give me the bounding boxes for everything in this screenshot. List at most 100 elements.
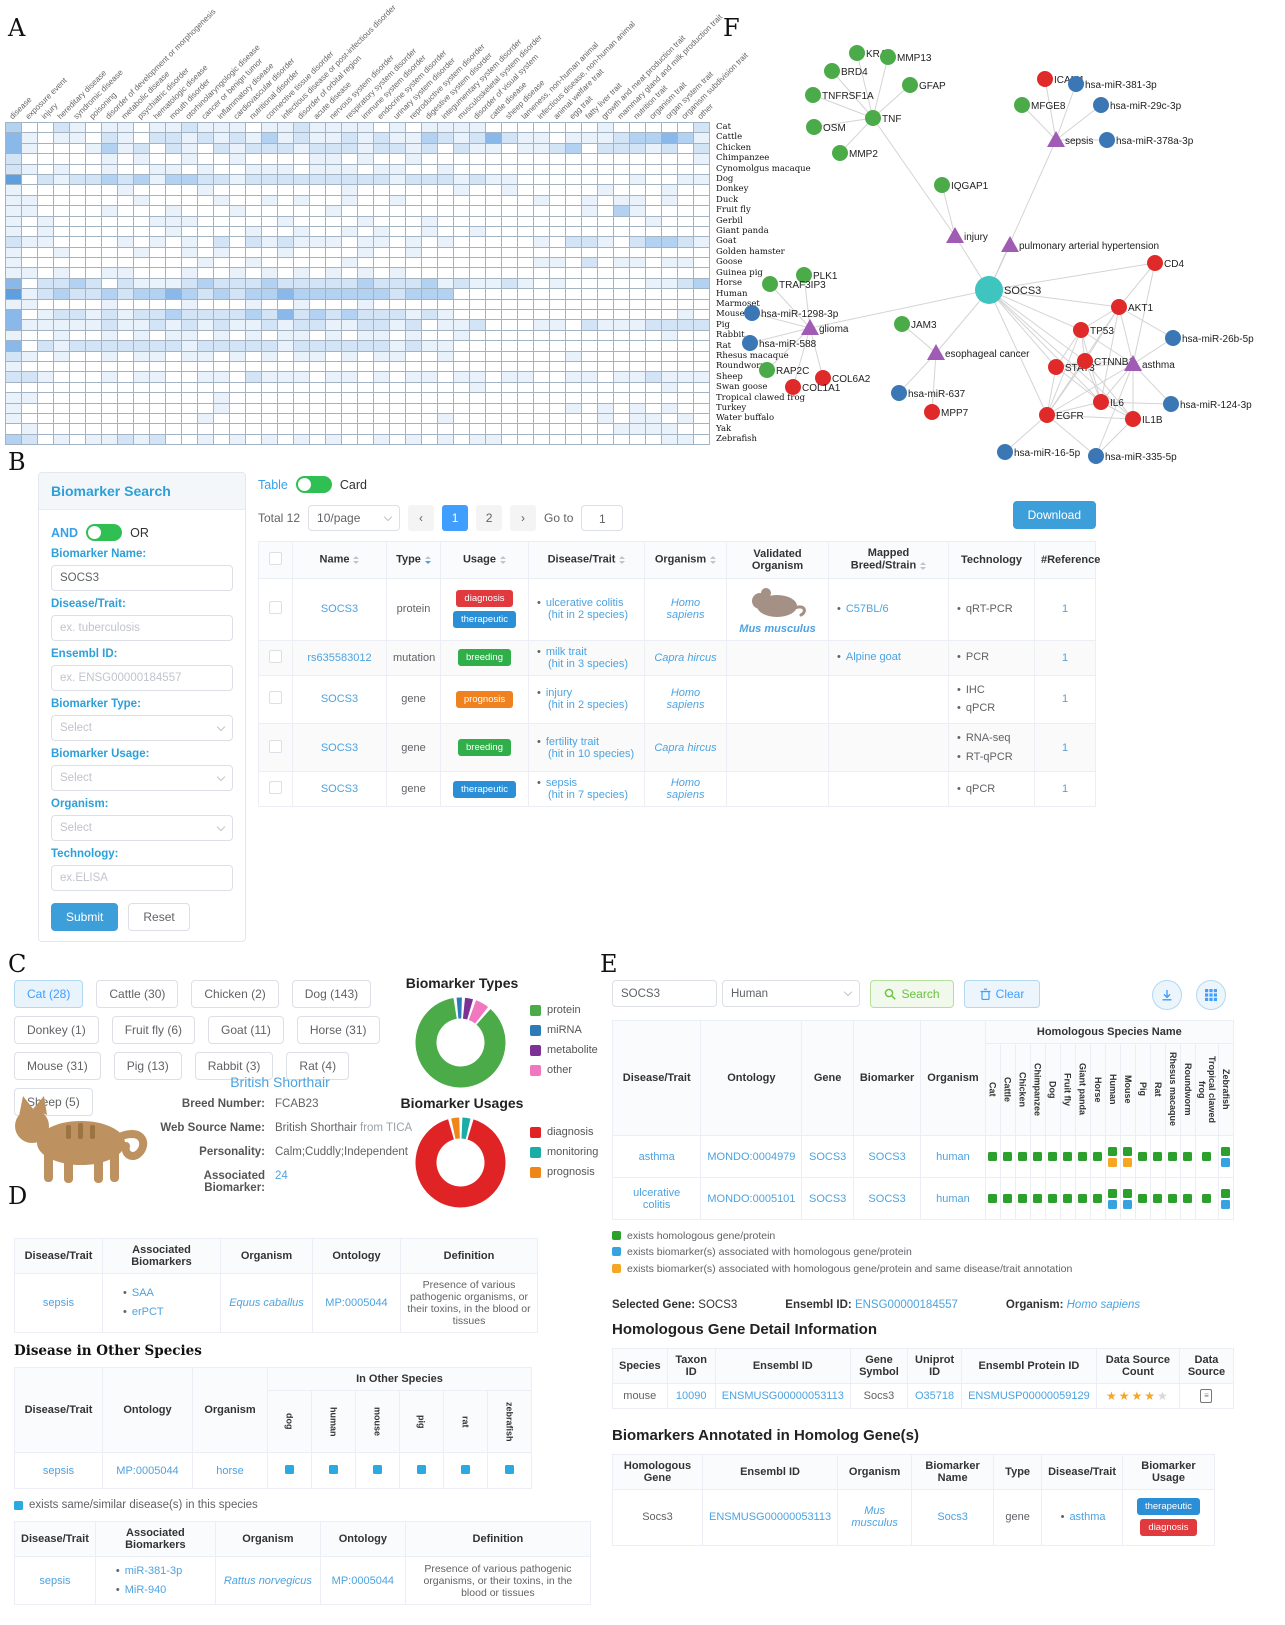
organism-link[interactable]: Capra hircus [654, 651, 717, 664]
reference-count-link[interactable]: 1 [1061, 693, 1069, 706]
network-node-gene[interactable] [865, 110, 881, 126]
biomarker-name-link[interactable]: SOCS3 [320, 741, 359, 754]
ensembl-protein-link[interactable]: ENSMUSP00000059129 [968, 1389, 1090, 1402]
reference-count-link[interactable]: 1 [1061, 783, 1069, 796]
network-node-mirna[interactable] [1093, 97, 1109, 113]
network-node-biomarker[interactable] [1037, 71, 1053, 87]
network-node-disease[interactable] [1047, 131, 1065, 147]
input-field[interactable]: ex. tuberculosis [51, 615, 233, 641]
network-node-gene[interactable] [806, 119, 822, 135]
network-node-gene[interactable] [934, 177, 950, 193]
and-or-toggle[interactable] [86, 524, 123, 541]
network-node-biomarker[interactable] [1039, 407, 1055, 423]
species-filter-button[interactable]: Horse (31) [296, 1016, 380, 1044]
network-node-biomarker[interactable] [1048, 359, 1064, 375]
network-node-gene[interactable] [849, 45, 865, 61]
network-node-gene[interactable] [759, 362, 775, 378]
network-node-gene[interactable] [894, 316, 910, 332]
network-node-biomarker[interactable] [1125, 411, 1141, 427]
pie-slice-prognosis[interactable] [451, 1117, 460, 1140]
pie-slice-monitoring[interactable] [461, 1117, 471, 1140]
column-header[interactable]: Usage [440, 541, 529, 579]
input-field[interactable]: SOCS3 [51, 565, 233, 591]
column-header[interactable]: Organism [644, 541, 727, 579]
biomarker-name-link[interactable]: rs635583012 [307, 651, 372, 664]
network-node-disease[interactable] [801, 319, 819, 335]
sort-icon[interactable] [619, 553, 626, 567]
network-node-mirna[interactable] [744, 305, 760, 321]
pie-slice-miRNA[interactable] [456, 997, 462, 1019]
network-node-biomarker[interactable] [1147, 255, 1163, 271]
select-field[interactable]: Select [51, 715, 233, 741]
network-node-mirna[interactable] [1165, 330, 1181, 346]
network-node-biomarker[interactable] [1093, 394, 1109, 410]
reference-count-link[interactable]: 1 [1061, 603, 1069, 615]
sort-icon[interactable] [424, 553, 431, 567]
network-node-gene[interactable] [805, 87, 821, 103]
clear-button[interactable]: Clear [964, 980, 1040, 1008]
goto-page-input[interactable]: 1 [581, 505, 624, 531]
associated-biomarker-link[interactable]: erPCT [131, 1306, 164, 1318]
sort-icon[interactable] [920, 559, 927, 573]
network-node-mirna[interactable] [742, 335, 758, 351]
network-node-disease[interactable] [946, 227, 964, 243]
species-filter-button[interactable]: Donkey (1) [14, 1016, 99, 1044]
network-node-gene[interactable] [880, 49, 896, 65]
next-page-button[interactable]: › [510, 505, 537, 531]
submit-button[interactable]: Submit [51, 903, 119, 931]
ontology-link[interactable]: MP:0005044 [331, 1574, 395, 1587]
species-filter-button[interactable]: Cat (28) [14, 980, 84, 1008]
network-node-mirna[interactable] [1163, 396, 1179, 412]
row-checkbox[interactable] [269, 691, 282, 705]
organism-select[interactable]: Human [722, 980, 860, 1007]
network-node-biomarker[interactable] [1111, 299, 1127, 315]
network-node-biomarker[interactable] [1077, 353, 1093, 369]
disease-trait-link[interactable]: sepsis [42, 1297, 75, 1309]
network-node-gene[interactable] [832, 145, 848, 161]
network-node-disease[interactable] [1124, 355, 1142, 371]
sort-icon[interactable] [500, 553, 507, 567]
gene-search-input[interactable]: SOCS3 [612, 980, 717, 1007]
organism-link[interactable]: Homo sapiens [666, 777, 705, 802]
sort-icon[interactable] [353, 553, 360, 567]
network-node-center[interactable] [975, 276, 1003, 304]
column-header[interactable]: Type [386, 541, 441, 579]
breed-strain-link[interactable]: C57BL/6 [845, 602, 889, 615]
species-filter-button[interactable]: Rabbit (3) [194, 1052, 274, 1080]
disease-trait-link[interactable]: fertility trait [545, 735, 600, 748]
ontology-link[interactable]: MP:0005044 [325, 1297, 388, 1309]
pie-slice-other[interactable] [468, 1000, 489, 1024]
download-button[interactable]: Download [1012, 501, 1096, 529]
biomarker-link[interactable]: SOCS3 [868, 1192, 906, 1205]
network-node-biomarker[interactable] [924, 404, 940, 420]
page-button-1[interactable]: 1 [442, 505, 469, 531]
row-checkbox[interactable] [269, 601, 282, 614]
data-source-icon[interactable]: ≡ [1200, 1388, 1213, 1403]
species-filter-button[interactable]: Mouse (31) [14, 1052, 101, 1080]
network-node-biomarker[interactable] [1073, 322, 1089, 338]
species-filter-button[interactable]: Goat (11) [208, 1016, 284, 1044]
network-node-gene[interactable] [824, 63, 840, 79]
disease-trait-link[interactable]: sepsis [42, 1464, 75, 1477]
ensembl-id-link[interactable]: ENSMUSG00000053113 [709, 1511, 832, 1524]
pie-slice-metabolite[interactable] [462, 997, 474, 1020]
table-card-toggle[interactable] [295, 476, 332, 493]
biomarker-link[interactable]: SOCS3 [868, 1150, 906, 1163]
reference-count-link[interactable]: 1 [1061, 651, 1069, 664]
ontology-link[interactable]: MONDO:0005101 [707, 1192, 796, 1205]
validated-organism-link[interactable]: Mus musculus [739, 622, 816, 635]
associated-biomarker-link[interactable]: MiR-940 [124, 1583, 167, 1596]
biomarker-name-link[interactable]: SOCS3 [320, 783, 359, 796]
gene-link[interactable]: SOCS3 [808, 1192, 847, 1205]
breed-name-link[interactable]: British Shorthair [230, 1074, 330, 1090]
reference-count-link[interactable]: 1 [1061, 741, 1069, 754]
network-node-gene[interactable] [1014, 97, 1030, 113]
page-button-2[interactable]: 2 [476, 505, 503, 531]
selected-value-link[interactable]: ENSG00000184557 [854, 1298, 958, 1311]
disease-trait-link[interactable]: ulcerative colitis [633, 1186, 681, 1211]
disease-trait-link[interactable]: milk trait [545, 645, 587, 658]
organism-link[interactable]: Mus musculus [851, 1505, 898, 1530]
network-node-mirna[interactable] [1088, 448, 1104, 464]
grid-view-button[interactable] [1196, 980, 1226, 1010]
row-checkbox[interactable] [269, 781, 282, 795]
